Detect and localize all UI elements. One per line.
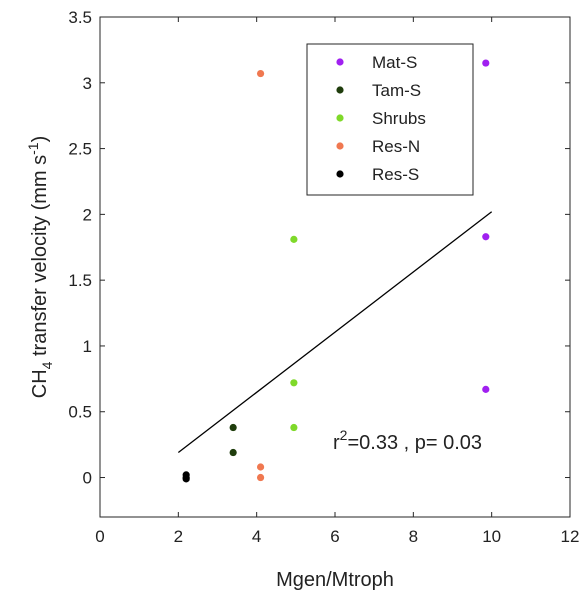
y-tick-label: 1.5 (68, 271, 92, 290)
y-axis-label-superscript: -1 (25, 142, 41, 155)
data-point (256, 473, 265, 482)
legend-marker (336, 58, 344, 66)
y-tick-label: 3 (83, 74, 92, 93)
y-tick-label: 2 (83, 205, 92, 224)
legend-items: Mat-S Tam-S Shrubs Res-N Res-S (336, 53, 426, 184)
y-axis-label-middle: transfer velocity (mm s (29, 155, 51, 362)
legend-label: Res-S (372, 165, 419, 184)
legend-box (306, 43, 474, 196)
legend-marker (336, 114, 344, 122)
legend-label: Tam-S (372, 81, 421, 100)
y-tick-label: 2.5 (68, 140, 92, 159)
legend-label: Shrubs (372, 109, 426, 128)
y-tick-label: 0 (83, 469, 92, 488)
data-point (256, 69, 265, 78)
x-tick-label: 2 (174, 527, 183, 546)
axis-ticks: 0 2 4 6 8 10 12 0 0.5 1 1.5 2 2.5 3 3.5 (68, 8, 579, 546)
y-tick-label: 1 (83, 337, 92, 356)
legend-label: Res-N (372, 137, 420, 156)
data-point (290, 423, 298, 432)
data-point (290, 379, 298, 387)
annotation-base: r (333, 432, 340, 454)
y-tick-label: 0.5 (68, 403, 92, 422)
data-point (290, 235, 298, 243)
legend-marker (336, 170, 344, 178)
x-tick-label: 8 (409, 527, 418, 546)
y-axis-label-prefix: CH (29, 369, 51, 398)
legend-label: Mat-S (372, 53, 417, 72)
fit-annotation: r2=0.33 , p= 0.03 (333, 427, 482, 454)
data-point (482, 59, 490, 67)
x-tick-label: 6 (330, 527, 339, 546)
data-points (182, 59, 490, 483)
x-tick-label: 10 (482, 527, 501, 546)
x-axis-label: Mgen/Mtroph (276, 569, 394, 591)
y-axis-label-subscript: 4 (39, 361, 55, 369)
data-point (229, 448, 237, 457)
legend-marker (336, 86, 344, 94)
data-point (182, 475, 190, 483)
y-tick-label: 3.5 (68, 8, 92, 27)
fit-line (177, 211, 493, 454)
y-axis-label: CH4 transfer velocity (mm s-1) (25, 136, 55, 399)
x-tick-label: 0 (95, 527, 104, 546)
data-point (482, 385, 490, 393)
annotation-rest: =0.33 , p= 0.03 (347, 432, 482, 454)
annotation-superscript: 2 (340, 427, 348, 443)
y-axis-label-suffix: ) (29, 136, 51, 143)
x-tick-label: 4 (252, 527, 261, 546)
data-point (482, 233, 490, 241)
legend-marker (336, 142, 344, 150)
fit-line-group (177, 211, 493, 454)
data-point (229, 423, 237, 432)
x-tick-label: 12 (561, 527, 580, 546)
legend: Mat-S Tam-S Shrubs Res-N Res-S (306, 43, 474, 196)
data-point (256, 463, 265, 471)
